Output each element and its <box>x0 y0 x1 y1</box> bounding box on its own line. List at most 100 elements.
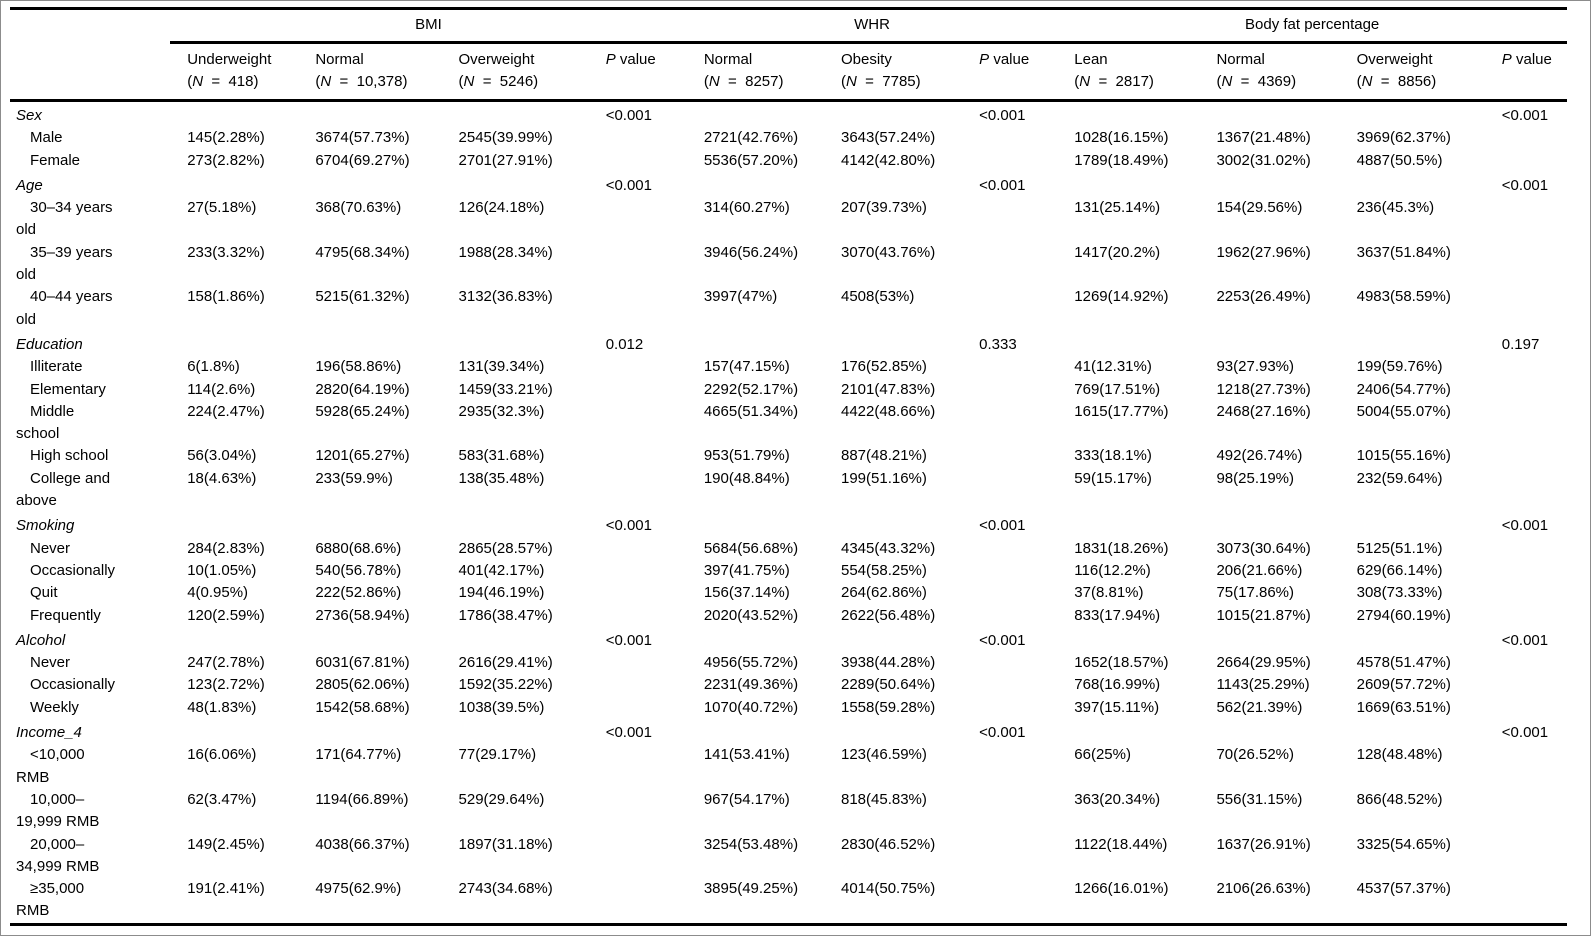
cell-value: 1988(28.34%) <box>458 243 553 261</box>
cell-empty <box>442 719 589 744</box>
section-label: Alcohol <box>16 631 66 649</box>
data-row: 10,000–19,999 RMB 62(3.47%) 1194(66.89%) 52… <box>10 789 1567 834</box>
data-row: Occasionally 10(1.05%) 540(56.78%) 401(42.1… <box>10 560 1567 582</box>
col-header-label: Obesity <box>841 51 892 68</box>
cell-value: 1592(35.22%) <box>458 676 553 694</box>
cell-empty <box>589 286 687 331</box>
cell-value: 540(56.78%) <box>315 561 402 579</box>
cell-value: 1637(26.91%) <box>1216 835 1311 853</box>
cell-empty <box>824 331 962 356</box>
cell-empty <box>962 789 1057 834</box>
data-row: Illiterate 6(1.8%) 196(58.86%) 131(39.34%) 1… <box>10 356 1567 378</box>
cell-empty <box>170 627 298 652</box>
cell-value: 397(15.11%) <box>1074 698 1160 716</box>
cell-empty <box>1057 719 1199 744</box>
data-row: 40–44 years old 158(1.86%) 5215(61.32%) 313… <box>10 286 1567 331</box>
row-label: Quit <box>30 584 58 602</box>
col-header-label: Normal <box>315 51 364 68</box>
col-header-label: Lean <box>1074 51 1108 68</box>
data-row: Frequently 120(2.59%) 2736(58.94%) 1786(38.… <box>10 605 1567 627</box>
cell-empty <box>824 101 962 128</box>
cell-empty <box>170 101 298 128</box>
cell-empty <box>962 401 1057 446</box>
data-row: High school 56(3.04%) 1201(65.27%) 583(31.6… <box>10 445 1567 467</box>
cell-value: 2253(26.49%) <box>1216 288 1311 306</box>
group-header-row: BMI WHR Body fat percentage <box>10 7 1567 102</box>
cell-value: 1269(14.92%) <box>1074 288 1169 306</box>
cell-value: 131(25.14%) <box>1074 199 1161 217</box>
cell-empty <box>687 331 824 356</box>
cell-empty <box>962 468 1057 513</box>
p-value-label: P value <box>979 51 1030 68</box>
cell-p-value: <0.001 <box>979 176 1026 194</box>
col-header-bmi-normal: Normal (N = 10,378) <box>298 42 442 102</box>
cell-value: 768(16.99%) <box>1074 676 1161 694</box>
cell-value: 562(21.39%) <box>1216 698 1303 716</box>
cell-value: 128(48.48%) <box>1356 746 1443 764</box>
cell-value: 4665(51.34%) <box>703 402 799 420</box>
cell-value: 2701(27.91%) <box>458 151 553 169</box>
cell-empty <box>589 674 687 696</box>
cell-value: 1143(25.29%) <box>1216 676 1310 694</box>
cell-value: 27(5.18%) <box>187 199 257 217</box>
cell-value: 154(29.56%) <box>1216 199 1303 217</box>
col-header-bf-lean: Lean (N = 2817) <box>1057 42 1200 102</box>
cell-value: 41(12.31%) <box>1074 358 1152 376</box>
cell-empty <box>442 627 589 652</box>
cell-empty <box>1485 582 1567 604</box>
row-label: Occasionally <box>30 561 116 579</box>
cell-value: 3073(30.64%) <box>1216 539 1311 557</box>
cell-value: 206(21.66%) <box>1216 561 1303 579</box>
row-label: Never <box>30 654 71 672</box>
data-row: ≥35,000 RMB 191(2.41%) 4975(62.9%) 2743(34.… <box>10 878 1567 926</box>
cell-empty <box>170 719 298 744</box>
cell-empty <box>589 401 687 446</box>
cell-value: 2794(60.19%) <box>1356 606 1451 624</box>
cell-empty <box>298 719 441 744</box>
cell-value: 4345(43.32%) <box>841 539 936 557</box>
cell-empty <box>962 744 1057 789</box>
row-label: Weekly <box>30 698 79 716</box>
cell-empty <box>442 172 589 197</box>
cell-empty <box>1485 197 1567 242</box>
row-label: Male <box>30 129 63 147</box>
cell-value: 401(42.17%) <box>458 561 545 579</box>
cell-value: 1615(17.77%) <box>1074 402 1169 420</box>
cell-value: 5928(65.24%) <box>315 402 410 420</box>
cell-value: 232(59.64%) <box>1356 469 1443 487</box>
row-label: Occasionally <box>30 676 116 694</box>
cell-value: 6(1.8%) <box>187 358 240 376</box>
row-label: 20,000–34,999 RMB <box>16 835 100 875</box>
cell-value: 233(59.9%) <box>315 469 393 487</box>
cell-value: 492(26.74%) <box>1216 447 1303 465</box>
cell-value: 556(31.15%) <box>1216 790 1303 808</box>
cell-empty <box>1057 331 1199 356</box>
cell-value: 6704(69.27%) <box>315 151 410 169</box>
cell-value: 75(17.86%) <box>1216 584 1295 602</box>
cell-value: 1028(16.15%) <box>1074 129 1169 147</box>
cell-empty <box>962 197 1057 242</box>
cell-empty <box>1485 401 1567 446</box>
section-label: Income_4 <box>16 724 82 742</box>
cell-value: 138(35.48%) <box>458 469 545 487</box>
col-header-n: (N = 5246) <box>458 73 539 90</box>
cell-empty <box>962 674 1057 696</box>
section-row: Education 0.012 0.333 0.197 <box>10 331 1567 356</box>
cell-value: 1015(55.16%) <box>1356 447 1451 465</box>
section-row: Alcohol <0.001 <0.001 <0.001 <box>10 627 1567 652</box>
col-header-n: (N = 8856) <box>1356 73 1437 90</box>
cell-empty <box>1485 379 1567 401</box>
data-row: Weekly 48(1.83%) 1542(58.68%) 1038(39.5%) 10… <box>10 697 1567 719</box>
cell-value: 4578(51.47%) <box>1356 654 1451 672</box>
cell-empty <box>589 697 687 719</box>
cell-value: 2830(46.52%) <box>841 835 936 853</box>
cell-value: 5215(61.32%) <box>315 288 410 306</box>
statistics-table: BMI WHR Body fat percentage Underweight … <box>10 7 1567 926</box>
cell-value: 1417(20.2%) <box>1074 243 1161 261</box>
cell-value: 2609(57.72%) <box>1356 676 1451 694</box>
cell-value: 397(41.75%) <box>703 561 790 579</box>
data-row: 20,000–34,999 RMB 149(2.45%) 4038(66.37%) 1… <box>10 834 1567 879</box>
cell-empty <box>962 356 1057 378</box>
cell-empty <box>1485 697 1567 719</box>
cell-empty <box>962 379 1057 401</box>
